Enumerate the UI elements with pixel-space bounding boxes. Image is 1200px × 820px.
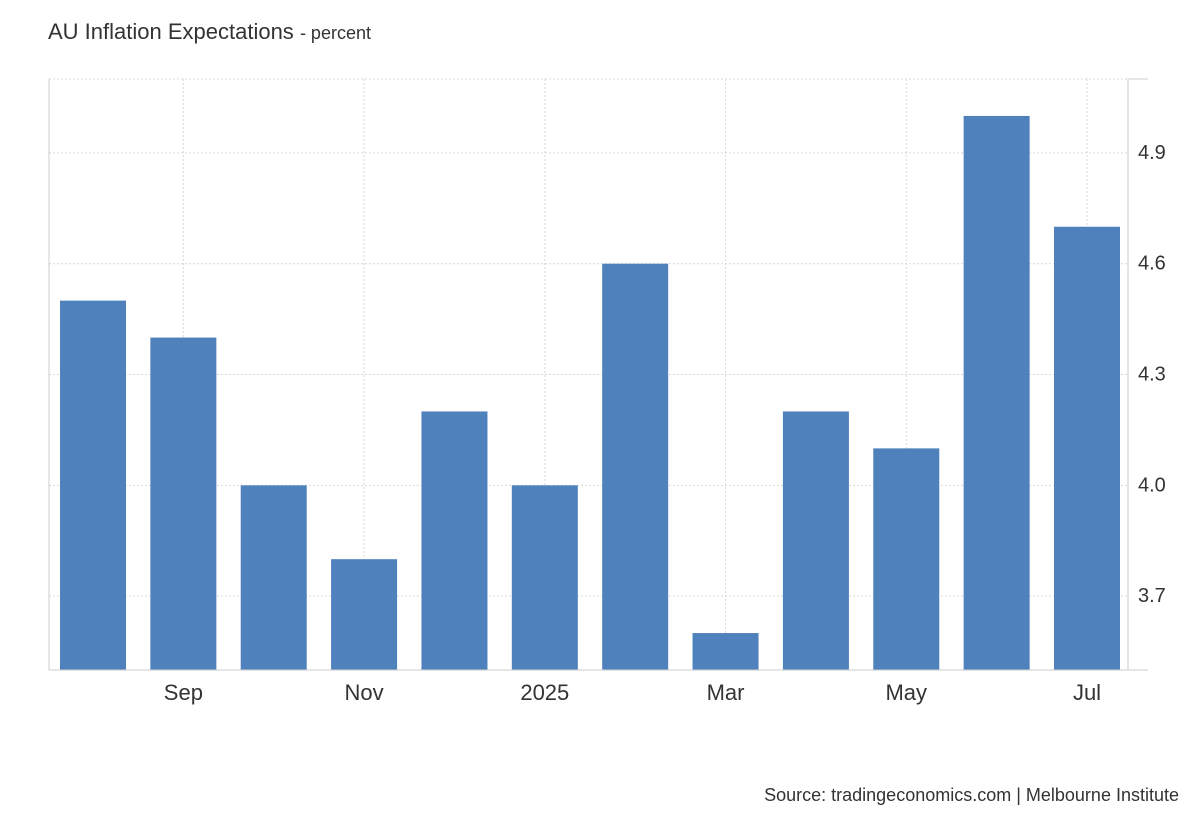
x-tick-label: Jul bbox=[1073, 680, 1101, 705]
x-tick-label: 2025 bbox=[520, 680, 569, 705]
x-tick-label: May bbox=[885, 680, 927, 705]
bars bbox=[60, 115, 1120, 670]
bar bbox=[331, 559, 398, 670]
chart-title-text: AU Inflation Expectations bbox=[48, 19, 294, 44]
x-tick-label: Sep bbox=[164, 680, 203, 705]
bar bbox=[692, 633, 759, 670]
bar bbox=[240, 485, 307, 670]
bar bbox=[963, 115, 1030, 670]
x-tick-label: Nov bbox=[345, 680, 384, 705]
chart-title: AU Inflation Expectations - percent bbox=[48, 19, 371, 45]
y-tick-label: 4.9 bbox=[1138, 142, 1166, 164]
bar bbox=[150, 337, 217, 670]
y-tick-label: 4.6 bbox=[1138, 253, 1166, 275]
bar bbox=[602, 263, 669, 670]
x-axis-tick-labels: Sep Nov 2025 Mar May Jul bbox=[164, 680, 1101, 705]
bar bbox=[1054, 226, 1120, 670]
axes bbox=[48, 78, 1148, 671]
bar bbox=[782, 411, 849, 670]
y-tick-label: 4.3 bbox=[1138, 364, 1166, 386]
bar bbox=[421, 411, 488, 670]
bar bbox=[60, 300, 126, 670]
source-note: Source: tradingeconomics.com | Melbourne… bbox=[764, 785, 1179, 805]
chart-title-unit: - percent bbox=[299, 23, 371, 43]
bar bbox=[511, 485, 578, 670]
y-tick-label: 4.0 bbox=[1138, 474, 1166, 496]
y-axis-tick-labels: 3.7 4.0 4.3 4.6 4.9 bbox=[1138, 142, 1166, 607]
bar bbox=[873, 448, 940, 670]
y-tick-label: 3.7 bbox=[1138, 585, 1166, 607]
x-tick-label: Mar bbox=[707, 680, 745, 705]
